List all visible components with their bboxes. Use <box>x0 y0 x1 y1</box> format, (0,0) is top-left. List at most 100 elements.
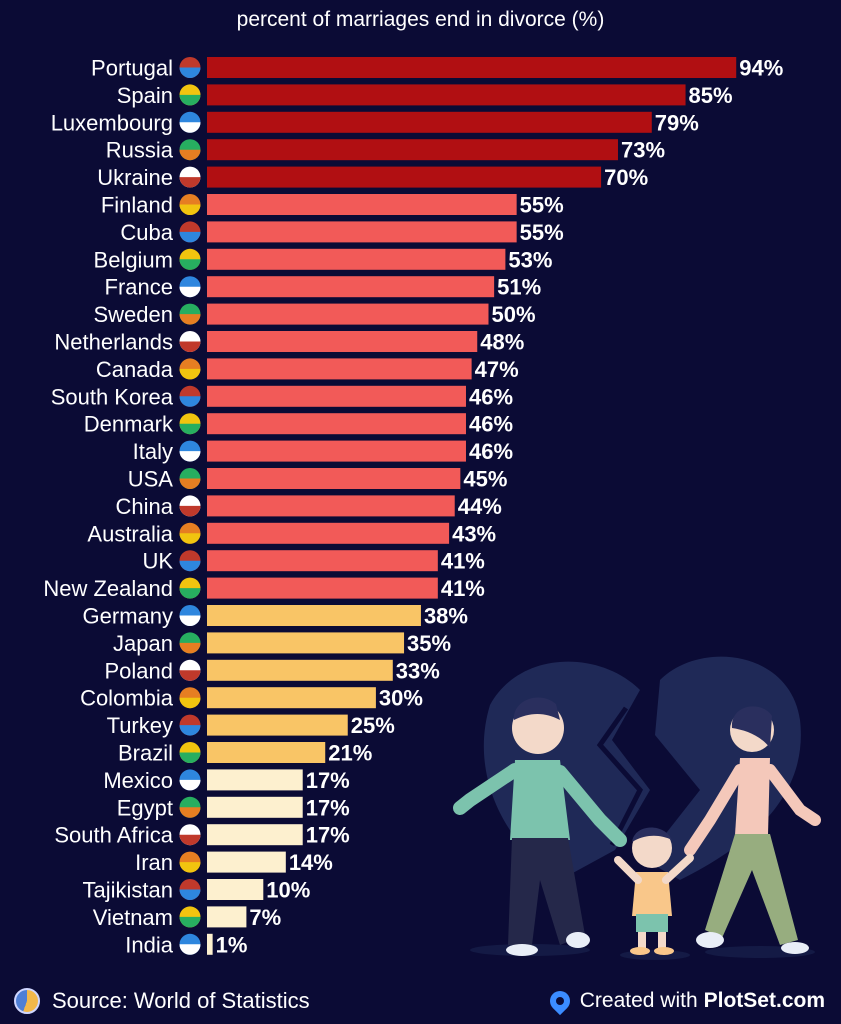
value-label: 55% <box>520 220 564 245</box>
category-label: Canada <box>96 357 174 382</box>
bar-south-africa <box>207 824 303 846</box>
value-label: 53% <box>508 247 552 272</box>
bar-iran <box>207 851 286 873</box>
bar-finland <box>207 194 517 215</box>
category-label: India <box>125 932 173 957</box>
bar-belgium <box>207 248 506 270</box>
value-label: 79% <box>655 110 699 135</box>
country-flag-icon <box>179 550 201 572</box>
category-label: Iran <box>135 850 173 875</box>
category-label: New Zealand <box>43 576 173 601</box>
value-label: 33% <box>396 658 440 683</box>
value-label: 47% <box>475 357 519 382</box>
value-label: 41% <box>441 576 485 601</box>
credit-prefix: Created with <box>579 989 698 1012</box>
bar-uk <box>207 550 438 572</box>
country-flag-icon <box>179 166 201 188</box>
category-label: South Africa <box>54 823 173 848</box>
category-label: Tajikistan <box>83 878 173 903</box>
country-flag-icon <box>179 248 201 270</box>
bar-colombia <box>207 687 376 709</box>
category-label: Colombia <box>80 686 174 711</box>
country-flag-icon <box>179 385 201 407</box>
category-label: Poland <box>104 658 173 683</box>
bar-sweden <box>207 303 489 325</box>
bar-netherlands <box>207 331 478 352</box>
value-label: 35% <box>407 631 451 656</box>
bar-new-zealand <box>207 577 438 599</box>
category-label: Netherlands <box>54 330 173 355</box>
country-flag-icon <box>179 632 201 654</box>
value-label: 25% <box>351 713 395 738</box>
country-flag-icon <box>179 139 201 161</box>
category-label: Mexico <box>103 768 173 793</box>
credit-brand-link[interactable]: PlotSet.com <box>703 989 825 1012</box>
country-flag-icon <box>179 194 201 215</box>
country-flag-icon <box>179 605 201 626</box>
country-flag-icon <box>179 522 201 544</box>
country-flag-icon <box>179 440 201 462</box>
value-label: 51% <box>497 275 541 300</box>
category-label: Turkey <box>107 713 173 738</box>
value-label: 46% <box>469 439 513 464</box>
divorce-family-illustration <box>453 656 821 960</box>
bar-france <box>207 276 495 298</box>
value-label: 73% <box>621 138 665 163</box>
country-flag-icon <box>179 331 201 353</box>
value-label: 30% <box>379 686 423 711</box>
category-label: Brazil <box>118 741 173 766</box>
bar-japan <box>207 632 405 654</box>
country-flag-icon <box>179 111 201 133</box>
value-label: 10% <box>266 878 310 903</box>
category-label: Germany <box>83 604 173 629</box>
pie-chart-icon <box>14 988 40 1014</box>
category-label: Portugal <box>91 56 173 81</box>
bar-south-korea <box>207 385 466 407</box>
country-flag-icon <box>179 276 201 298</box>
bar-australia <box>207 522 450 544</box>
value-label: 48% <box>480 330 524 355</box>
value-label: 43% <box>452 521 496 546</box>
value-label: 46% <box>469 412 513 437</box>
category-label: Italy <box>133 439 173 464</box>
category-label: Japan <box>113 631 173 656</box>
bar-cuba <box>207 221 517 243</box>
value-label: 14% <box>289 850 333 875</box>
bar-china <box>207 495 455 517</box>
bar-poland <box>207 659 393 681</box>
chart-title: percent of marriages end in divorce (%) <box>236 8 605 31</box>
country-flag-icon <box>179 714 201 736</box>
value-label: 17% <box>306 795 350 820</box>
category-label: South Korea <box>51 384 174 409</box>
value-label: 21% <box>328 741 372 766</box>
bar-italy <box>207 440 466 462</box>
value-label: 38% <box>424 604 468 629</box>
category-label: Ukraine <box>97 165 173 190</box>
bar-russia <box>207 139 618 161</box>
value-label: 44% <box>458 494 502 519</box>
country-flag-icon <box>179 495 201 517</box>
category-label: Denmark <box>84 412 174 437</box>
value-label: 94% <box>739 56 783 81</box>
bar-portugal <box>207 57 737 78</box>
bars-group: Portugal 94% Spain 85% Luxembourg 79% Russia 73… <box>43 56 783 958</box>
category-label: Luxembourg <box>51 110 173 135</box>
value-label: 7% <box>249 905 281 930</box>
country-flag-icon <box>179 358 201 380</box>
country-flag-icon <box>179 906 201 928</box>
country-flag-icon <box>179 84 201 106</box>
category-label: Russia <box>106 138 174 163</box>
category-label: Finland <box>101 193 173 218</box>
category-label: Belgium <box>94 247 173 272</box>
country-flag-icon <box>179 413 201 435</box>
value-label: 46% <box>469 384 513 409</box>
country-flag-icon <box>179 468 201 490</box>
category-label: UK <box>142 549 173 574</box>
bar-brazil <box>207 742 326 763</box>
bar-india <box>207 933 213 955</box>
credit-note[interactable]: Created with PlotSet.com <box>545 986 825 1016</box>
value-label: 1% <box>216 932 248 957</box>
country-flag-icon <box>179 221 201 243</box>
category-label: Australia <box>87 521 173 546</box>
